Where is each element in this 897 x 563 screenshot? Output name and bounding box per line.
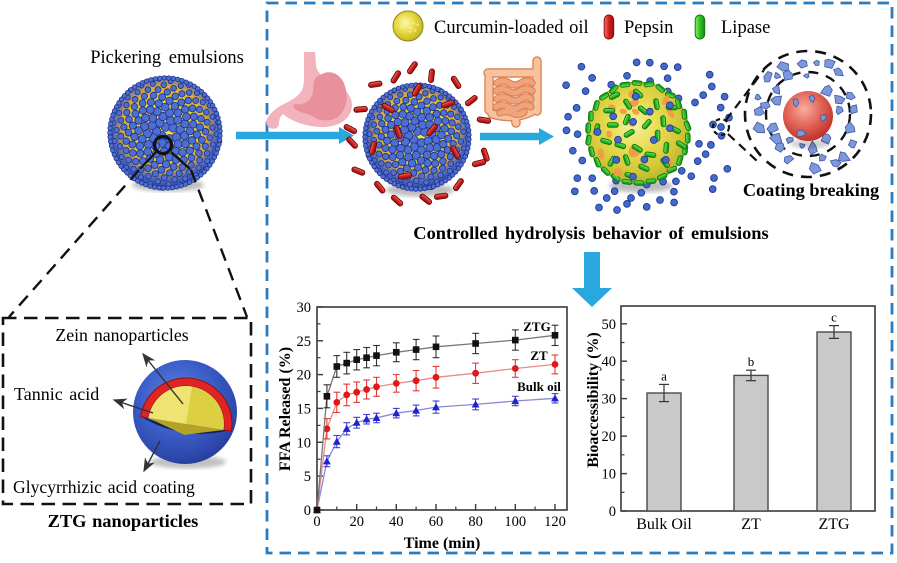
svg-text:ZT: ZT <box>530 348 548 363</box>
svg-text:40: 40 <box>602 354 617 370</box>
svg-text:10: 10 <box>602 467 617 483</box>
svg-text:ZT: ZT <box>741 516 761 533</box>
svg-text:Glycyrrhizic acid coating: Glycyrrhizic acid coating <box>13 477 195 497</box>
svg-text:10: 10 <box>297 435 312 451</box>
svg-text:0: 0 <box>313 514 320 530</box>
svg-text:30: 30 <box>297 300 312 316</box>
svg-text:Tannic acid: Tannic acid <box>14 384 99 404</box>
svg-text:20: 20 <box>602 429 617 445</box>
svg-text:Pepsin: Pepsin <box>624 18 673 38</box>
svg-text:120: 120 <box>544 514 566 530</box>
svg-text:50: 50 <box>602 317 617 333</box>
svg-text:60: 60 <box>429 514 444 530</box>
svg-text:25: 25 <box>297 334 312 350</box>
svg-text:a: a <box>661 368 667 383</box>
svg-text:100: 100 <box>504 514 526 530</box>
svg-text:Bulk oil: Bulk oil <box>517 379 561 394</box>
svg-text:Bioaccessibility (%): Bioaccessibility (%) <box>585 332 602 468</box>
svg-text:Controlled hydrolysis behavior: Controlled hydrolysis behavior of emulsi… <box>413 223 768 243</box>
svg-text:ZTG: ZTG <box>818 516 850 533</box>
svg-text:5: 5 <box>304 469 311 485</box>
svg-text:ZTG nanoparticles: ZTG nanoparticles <box>48 511 199 531</box>
svg-text:Pickering emulsions: Pickering emulsions <box>90 48 244 68</box>
svg-text:ZTG: ZTG <box>523 319 550 334</box>
svg-text:Curcumin-loaded oil: Curcumin-loaded oil <box>434 18 589 38</box>
svg-text:80: 80 <box>468 514 483 530</box>
svg-text:Coating breaking: Coating breaking <box>743 180 879 200</box>
svg-text:FFA Released (%): FFA Released (%) <box>277 347 294 471</box>
svg-text:40: 40 <box>389 514 404 530</box>
svg-text:30: 30 <box>602 392 617 408</box>
svg-text:c: c <box>831 310 837 325</box>
svg-text:Zein nanoparticles: Zein nanoparticles <box>55 325 188 345</box>
svg-text:b: b <box>748 354 755 369</box>
svg-text:15: 15 <box>297 401 312 417</box>
svg-text:Time (min): Time (min) <box>404 535 481 552</box>
svg-text:20: 20 <box>297 368 312 384</box>
svg-text:0: 0 <box>609 504 616 520</box>
svg-text:Lipase: Lipase <box>721 18 770 38</box>
svg-text:20: 20 <box>349 514 364 530</box>
svg-text:0: 0 <box>304 503 311 519</box>
svg-text:Bulk Oil: Bulk Oil <box>636 516 692 533</box>
